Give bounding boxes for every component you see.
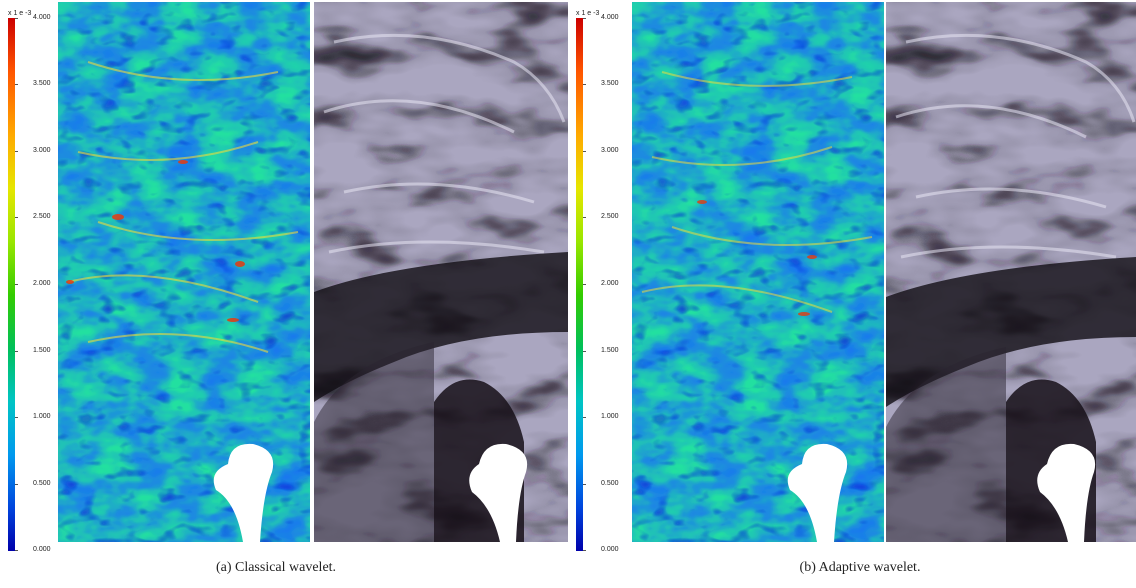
colorbar-tick-label: 4.000 <box>601 14 619 21</box>
surface-render-image <box>314 2 568 542</box>
colorbar-tick-label: 3.500 <box>601 80 619 87</box>
colorbar-tick-label: 2.500 <box>33 213 51 220</box>
colorbar-tick <box>583 550 586 551</box>
colorbar-unit: x 1 e -3 <box>576 10 600 17</box>
figure-caption: (a) Classical wavelet. <box>215 560 337 575</box>
colorbar-tick-label: 1.000 <box>601 413 619 420</box>
colorbar: x 1 e -3 4.000 3.500 3.000 2.500 2.000 1… <box>8 10 60 553</box>
colorbar-tick-label: 2.000 <box>601 280 619 287</box>
colorbar-tick <box>15 284 18 285</box>
colorbar-tick <box>583 484 586 485</box>
colorbar-tick-label: 0.000 <box>601 546 619 553</box>
colorbar-gradient <box>576 18 583 551</box>
colorbar-tick <box>583 18 586 19</box>
colorbar-tick <box>583 284 586 285</box>
colorbar: x 1 e -3 4.000 3.500 3.000 2.500 2.000 1… <box>576 10 628 553</box>
colorbar-tick-label: 0.500 <box>601 480 619 487</box>
colorbar-tick <box>15 84 18 85</box>
figure-panel-b: x 1 e -3 4.000 3.500 3.000 2.500 2.000 1… <box>568 0 1136 588</box>
colorbar-tick-label: 2.500 <box>601 213 619 220</box>
colorbar-tick <box>15 217 18 218</box>
colorbar-tick-label: 1.500 <box>33 347 51 354</box>
colorbar-tick-label: 3.000 <box>33 147 51 154</box>
colorbar-tick <box>583 217 586 218</box>
error-field-image <box>58 2 310 542</box>
colorbar-unit: x 1 e -3 <box>8 10 32 17</box>
colorbar-tick <box>15 550 18 551</box>
colorbar-tick <box>15 351 18 352</box>
colorbar-tick <box>15 151 18 152</box>
surface-render-image <box>886 2 1136 542</box>
figure-caption: (b) Adaptive wavelet. <box>799 560 921 575</box>
colorbar-tick-label: 2.000 <box>33 280 51 287</box>
colorbar-tick <box>583 417 586 418</box>
colorbar-tick-label: 0.000 <box>33 546 51 553</box>
colorbar-tick-label: 0.500 <box>33 480 51 487</box>
colorbar-tick <box>15 18 18 19</box>
colorbar-tick-label: 1.500 <box>601 347 619 354</box>
colorbar-tick-label: 1.000 <box>33 413 51 420</box>
colorbar-tick <box>15 417 18 418</box>
colorbar-gradient <box>8 18 15 551</box>
error-field-image <box>632 2 884 542</box>
colorbar-tick-label: 3.500 <box>33 80 51 87</box>
figure-panel-a: x 1 e -3 4.000 3.500 3.000 2.500 2.000 1… <box>8 2 568 575</box>
colorbar-tick-label: 4.000 <box>33 14 51 21</box>
colorbar-tick <box>583 351 586 352</box>
colorbar-tick <box>15 484 18 485</box>
colorbar-tick <box>583 84 586 85</box>
colorbar-tick-label: 3.000 <box>601 147 619 154</box>
colorbar-tick <box>583 151 586 152</box>
